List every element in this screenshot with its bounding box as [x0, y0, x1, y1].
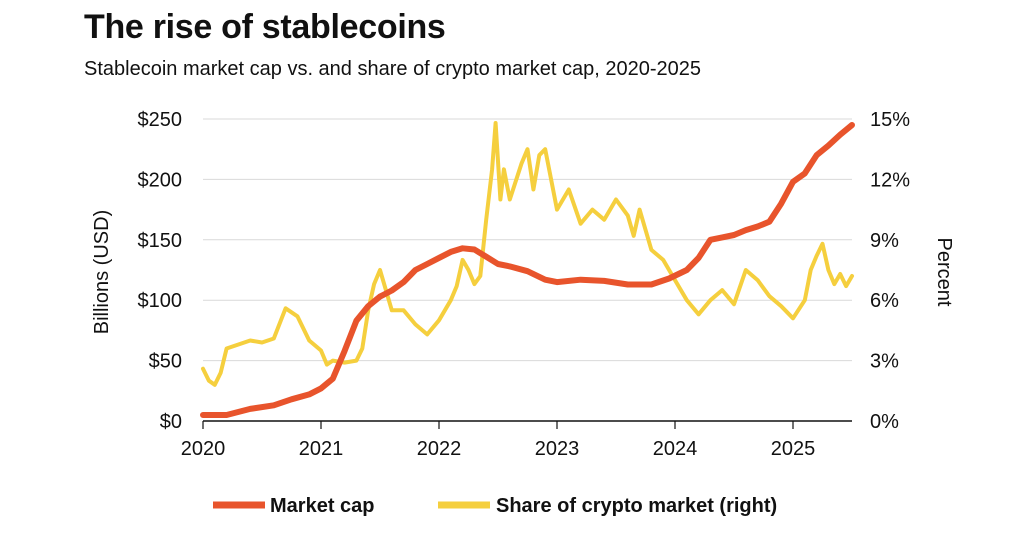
legend-label-market-cap: Market cap — [270, 495, 375, 517]
y-right-tick-label: 15% — [870, 109, 910, 131]
series-lines — [200, 121, 855, 418]
y-right-tick-label: 0% — [870, 411, 899, 433]
y-left-tick-label: $50 — [149, 351, 182, 373]
x-tick-label: 2023 — [535, 438, 580, 460]
y-left-tick-label: $0 — [160, 411, 182, 433]
y-axis-right-label: Percent — [933, 238, 955, 307]
y-axis-left-label: Billions (USD) — [91, 210, 113, 334]
y-right-tick-label: 3% — [870, 351, 899, 373]
x-tick-label: 2020 — [181, 438, 226, 460]
y-right-tick-label: 6% — [870, 290, 899, 312]
x-tick-label: 2022 — [417, 438, 462, 460]
gridlines — [203, 118, 852, 362]
y-axis-left: $0 $50 $100 $150 $200 $250 — [138, 109, 183, 433]
y-left-tick-label: $150 — [138, 230, 183, 252]
series-line-market-cap — [200, 122, 855, 418]
chart-subtitle: Stablecoin market cap vs. and share of c… — [84, 58, 702, 80]
series-line-share — [201, 121, 854, 387]
x-axis: 2020 2021 2022 2023 2024 2025 — [181, 420, 852, 460]
y-right-tick-label: 12% — [870, 169, 910, 191]
y-right-tick-label: 9% — [870, 230, 899, 252]
legend-label-share: Share of crypto market (right) — [496, 495, 777, 517]
x-tick-label: 2024 — [653, 438, 698, 460]
legend: Market cap Share of crypto market (right… — [213, 495, 777, 517]
y-left-tick-label: $250 — [138, 109, 183, 131]
y-left-tick-label: $200 — [138, 169, 183, 191]
y-axis-right: 0% 3% 6% 9% 12% 15% — [870, 109, 910, 433]
x-tick-label: 2021 — [299, 438, 344, 460]
y-left-tick-label: $100 — [138, 290, 183, 312]
x-tick-label: 2025 — [771, 438, 816, 460]
chart-title: The rise of stablecoins — [84, 8, 446, 46]
